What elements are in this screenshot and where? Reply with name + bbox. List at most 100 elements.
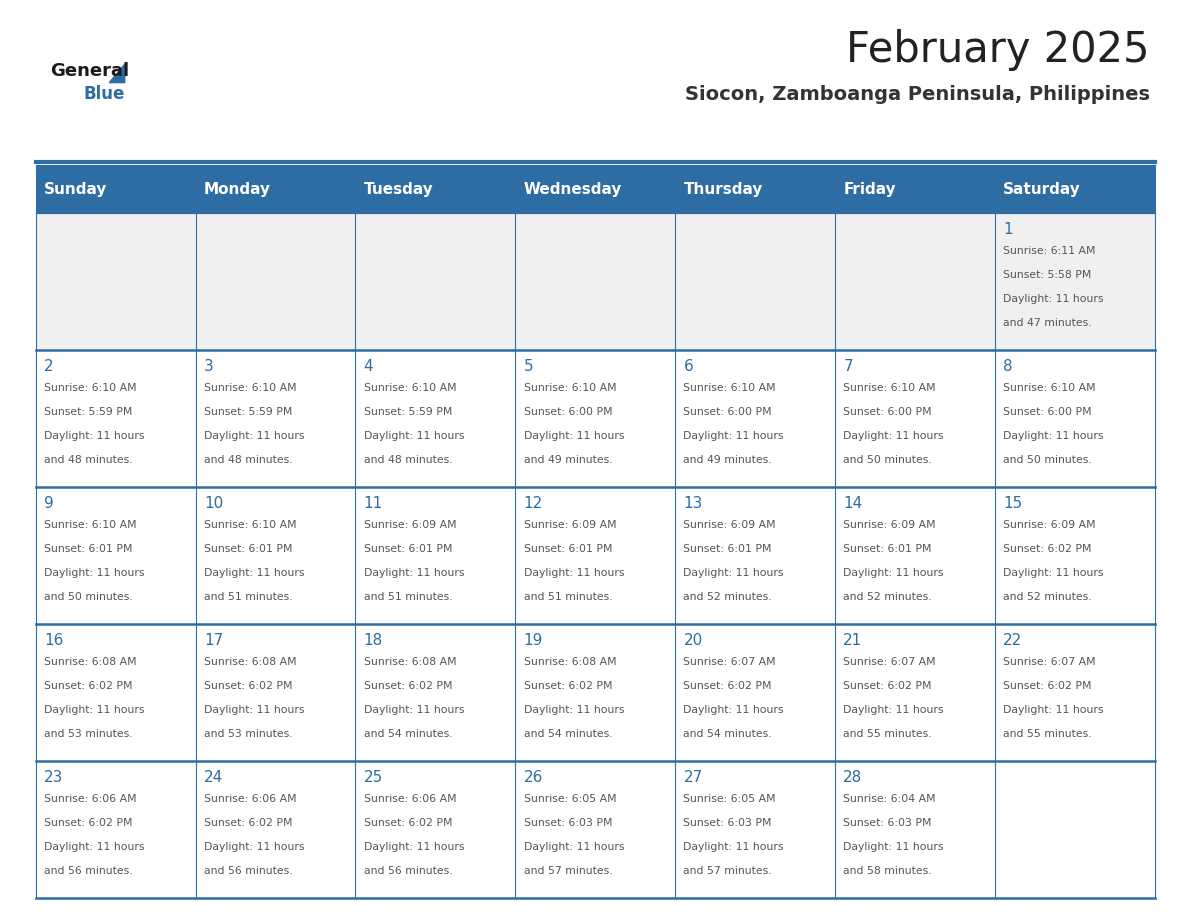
Text: and 52 minutes.: and 52 minutes. [1003, 592, 1092, 602]
Bar [994, 761, 1155, 898]
Text: and 51 minutes.: and 51 minutes. [204, 592, 292, 602]
Text: Daylight: 11 hours: Daylight: 11 hours [44, 431, 145, 441]
Text: 26: 26 [524, 770, 543, 785]
Text: 14: 14 [843, 496, 862, 511]
Text: Daylight: 11 hours: Daylight: 11 hours [204, 568, 304, 578]
Text: 6: 6 [683, 359, 693, 375]
Bar [355, 213, 516, 350]
Text: and 55 minutes.: and 55 minutes. [1003, 729, 1092, 739]
Text: Daylight: 11 hours: Daylight: 11 hours [364, 568, 465, 578]
Bar [994, 624, 1155, 761]
Text: Daylight: 11 hours: Daylight: 11 hours [44, 842, 145, 852]
Text: Sunset: 5:58 PM: Sunset: 5:58 PM [1003, 270, 1092, 280]
Text: Daylight: 11 hours: Daylight: 11 hours [524, 431, 624, 441]
Text: and 51 minutes.: and 51 minutes. [524, 592, 612, 602]
Bar [675, 213, 835, 350]
Text: and 50 minutes.: and 50 minutes. [843, 455, 933, 465]
Text: Sunrise: 6:09 AM: Sunrise: 6:09 AM [683, 520, 776, 530]
Text: Daylight: 11 hours: Daylight: 11 hours [1003, 431, 1104, 441]
Text: and 58 minutes.: and 58 minutes. [843, 866, 931, 876]
Text: 9: 9 [44, 496, 53, 511]
Text: Sunrise: 6:10 AM: Sunrise: 6:10 AM [364, 383, 456, 393]
Text: 28: 28 [843, 770, 862, 785]
Bar [516, 350, 675, 487]
Text: Sunset: 6:02 PM: Sunset: 6:02 PM [44, 818, 132, 828]
Text: and 56 minutes.: and 56 minutes. [44, 866, 133, 876]
Text: Sunrise: 6:04 AM: Sunrise: 6:04 AM [843, 794, 936, 804]
Text: Sunset: 6:00 PM: Sunset: 6:00 PM [524, 407, 612, 417]
Text: Sunset: 6:02 PM: Sunset: 6:02 PM [1003, 544, 1092, 554]
Text: Sunset: 6:02 PM: Sunset: 6:02 PM [364, 681, 453, 691]
Text: Daylight: 11 hours: Daylight: 11 hours [44, 705, 145, 715]
Text: 23: 23 [44, 770, 63, 785]
Text: Sunrise: 6:10 AM: Sunrise: 6:10 AM [683, 383, 776, 393]
Bar [516, 213, 675, 350]
Bar [196, 350, 355, 487]
Text: Sunrise: 6:10 AM: Sunrise: 6:10 AM [524, 383, 617, 393]
Bar [36, 487, 196, 624]
Bar [355, 761, 516, 898]
Text: 7: 7 [843, 359, 853, 375]
Text: Saturday: Saturday [1003, 182, 1081, 196]
Text: Sunset: 6:02 PM: Sunset: 6:02 PM [843, 681, 931, 691]
Bar [516, 165, 675, 213]
Text: Daylight: 11 hours: Daylight: 11 hours [44, 568, 145, 578]
Text: Sunrise: 6:10 AM: Sunrise: 6:10 AM [1003, 383, 1095, 393]
Bar [516, 761, 675, 898]
Text: 10: 10 [204, 496, 223, 511]
Text: Wednesday: Wednesday [524, 182, 623, 196]
Text: 18: 18 [364, 633, 383, 648]
Text: Daylight: 11 hours: Daylight: 11 hours [364, 431, 465, 441]
Bar [36, 213, 196, 350]
Bar [196, 487, 355, 624]
Text: and 56 minutes.: and 56 minutes. [364, 866, 453, 876]
Text: Sunday: Sunday [44, 182, 107, 196]
Text: Daylight: 11 hours: Daylight: 11 hours [204, 842, 304, 852]
Text: 4: 4 [364, 359, 373, 375]
Text: Sunrise: 6:09 AM: Sunrise: 6:09 AM [1003, 520, 1095, 530]
Text: 11: 11 [364, 496, 383, 511]
Bar [36, 761, 196, 898]
Bar [355, 165, 516, 213]
Bar [835, 350, 994, 487]
Text: Sunrise: 6:08 AM: Sunrise: 6:08 AM [364, 657, 456, 666]
Text: 17: 17 [204, 633, 223, 648]
Text: Daylight: 11 hours: Daylight: 11 hours [204, 431, 304, 441]
Text: Monday: Monday [204, 182, 271, 196]
Bar [36, 624, 196, 761]
Text: Daylight: 11 hours: Daylight: 11 hours [843, 431, 943, 441]
Text: Daylight: 11 hours: Daylight: 11 hours [843, 568, 943, 578]
Text: Sunset: 6:00 PM: Sunset: 6:00 PM [1003, 407, 1092, 417]
Text: Sunrise: 6:08 AM: Sunrise: 6:08 AM [204, 657, 297, 666]
Text: February 2025: February 2025 [847, 29, 1150, 72]
Text: and 47 minutes.: and 47 minutes. [1003, 318, 1092, 328]
Text: and 48 minutes.: and 48 minutes. [364, 455, 453, 465]
Text: Sunrise: 6:05 AM: Sunrise: 6:05 AM [524, 794, 617, 804]
Text: Sunset: 6:03 PM: Sunset: 6:03 PM [843, 818, 931, 828]
Bar [835, 761, 994, 898]
Text: Sunset: 6:00 PM: Sunset: 6:00 PM [683, 407, 772, 417]
Text: Sunset: 6:03 PM: Sunset: 6:03 PM [524, 818, 612, 828]
Text: Daylight: 11 hours: Daylight: 11 hours [683, 568, 784, 578]
Text: Sunrise: 6:06 AM: Sunrise: 6:06 AM [364, 794, 456, 804]
Text: Sunrise: 6:10 AM: Sunrise: 6:10 AM [204, 520, 297, 530]
Text: Sunrise: 6:09 AM: Sunrise: 6:09 AM [364, 520, 456, 530]
Bar [196, 761, 355, 898]
Text: Siocon, Zamboanga Peninsula, Philippines: Siocon, Zamboanga Peninsula, Philippines [685, 85, 1150, 104]
Bar [675, 350, 835, 487]
Text: and 48 minutes.: and 48 minutes. [204, 455, 292, 465]
Bar [36, 350, 196, 487]
Text: and 49 minutes.: and 49 minutes. [524, 455, 612, 465]
Text: Sunset: 6:02 PM: Sunset: 6:02 PM [204, 818, 292, 828]
Text: Sunrise: 6:07 AM: Sunrise: 6:07 AM [683, 657, 776, 666]
Bar [675, 165, 835, 213]
Text: Daylight: 11 hours: Daylight: 11 hours [204, 705, 304, 715]
Text: 25: 25 [364, 770, 383, 785]
Text: Sunset: 5:59 PM: Sunset: 5:59 PM [44, 407, 132, 417]
Bar [994, 487, 1155, 624]
Text: Sunrise: 6:10 AM: Sunrise: 6:10 AM [44, 520, 137, 530]
Text: and 49 minutes.: and 49 minutes. [683, 455, 772, 465]
Text: Sunset: 5:59 PM: Sunset: 5:59 PM [204, 407, 292, 417]
Bar [994, 350, 1155, 487]
Text: Sunrise: 6:05 AM: Sunrise: 6:05 AM [683, 794, 776, 804]
